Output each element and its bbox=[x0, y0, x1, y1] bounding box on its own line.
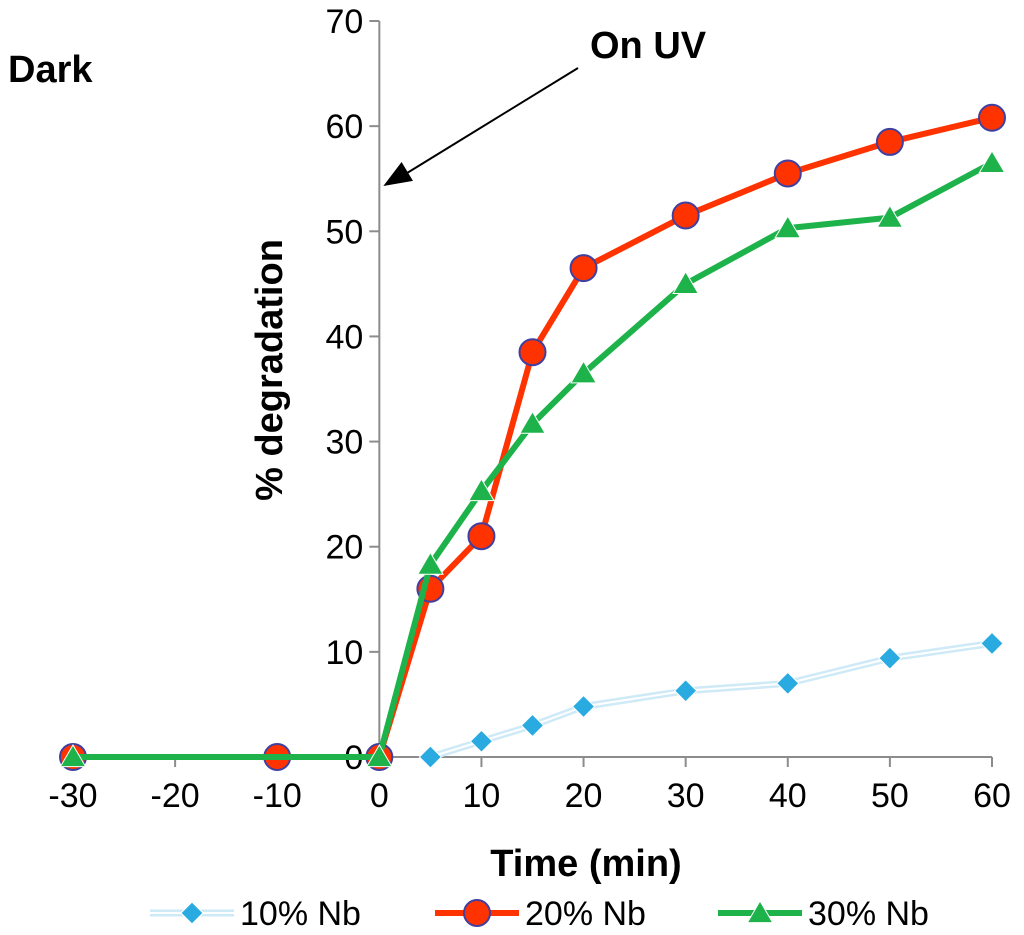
data-point bbox=[467, 522, 496, 551]
legend-item: 20% Nb bbox=[435, 895, 646, 933]
legend: 10% Nb 20% Nb 30% Nb bbox=[150, 895, 929, 933]
x-tick-label: 60 bbox=[973, 777, 1011, 815]
series-20-nb bbox=[59, 103, 1006, 771]
data-point bbox=[978, 103, 1006, 132]
data-point bbox=[59, 744, 87, 768]
x-tick-label: 40 bbox=[769, 777, 807, 815]
data-point bbox=[875, 127, 904, 156]
x-tick-label: 0 bbox=[370, 777, 389, 815]
data-point bbox=[773, 159, 802, 188]
x-tick-label: 50 bbox=[871, 777, 909, 815]
y-tick-label: 60 bbox=[326, 108, 364, 146]
series-layer bbox=[59, 103, 1006, 771]
data-point bbox=[416, 551, 444, 575]
data-point bbox=[774, 215, 802, 239]
data-point bbox=[571, 694, 596, 719]
x-tick-label: -20 bbox=[151, 777, 200, 815]
x-tick-label: 10 bbox=[463, 777, 501, 815]
legend-item: 10% Nb bbox=[150, 895, 361, 933]
data-point bbox=[672, 270, 700, 294]
x-tick-label: -10 bbox=[253, 777, 302, 815]
series-line bbox=[73, 114, 993, 760]
series-line-halo bbox=[429, 639, 993, 761]
data-point bbox=[418, 745, 443, 769]
data-point bbox=[878, 646, 902, 670]
x-axis-title: Time (min) bbox=[490, 843, 681, 885]
data-point bbox=[671, 201, 700, 230]
data-point bbox=[980, 631, 1004, 656]
annotation-arrow-head bbox=[383, 162, 413, 186]
legend-marker bbox=[746, 900, 774, 924]
y-axis-title: % degradation bbox=[249, 239, 291, 501]
legend-label: 30% Nb bbox=[808, 895, 929, 933]
data-point bbox=[776, 671, 800, 696]
data-point bbox=[978, 149, 1006, 174]
y-tick-label: 40 bbox=[326, 318, 364, 356]
data-point bbox=[518, 338, 547, 367]
data-point bbox=[520, 713, 545, 738]
x-tick-label: -30 bbox=[48, 777, 97, 815]
legend-item: 30% Nb bbox=[718, 895, 929, 933]
x-tick-label: 30 bbox=[667, 777, 705, 815]
y-tick-label: 10 bbox=[326, 634, 364, 672]
legend-marker bbox=[463, 899, 491, 927]
x-tick-label: 20 bbox=[565, 777, 603, 815]
data-point bbox=[519, 410, 546, 434]
legend-label: 10% Nb bbox=[240, 895, 361, 933]
annotation-on-uv: On UV bbox=[590, 25, 707, 67]
series-line bbox=[73, 160, 994, 760]
data-point bbox=[469, 729, 494, 753]
data-point bbox=[673, 679, 698, 703]
data-point bbox=[570, 360, 598, 384]
data-point bbox=[467, 477, 495, 502]
annotation-dark: Dark bbox=[8, 49, 93, 91]
y-tick-label: 30 bbox=[326, 424, 364, 462]
y-tick-label: 50 bbox=[326, 213, 364, 251]
data-point bbox=[569, 254, 598, 283]
series-30-nb bbox=[59, 149, 1006, 768]
data-point bbox=[365, 744, 393, 768]
annotations: Dark On UV bbox=[8, 25, 707, 186]
data-point bbox=[876, 204, 904, 228]
y-tick-label: 70 bbox=[326, 3, 364, 41]
annotation-arrow-line bbox=[396, 67, 579, 180]
series-10-nb bbox=[418, 631, 1004, 769]
legend-marker bbox=[180, 901, 204, 925]
y-tick-label: 20 bbox=[326, 529, 364, 567]
legend-label: 20% Nb bbox=[525, 895, 646, 933]
series-line bbox=[430, 642, 993, 758]
